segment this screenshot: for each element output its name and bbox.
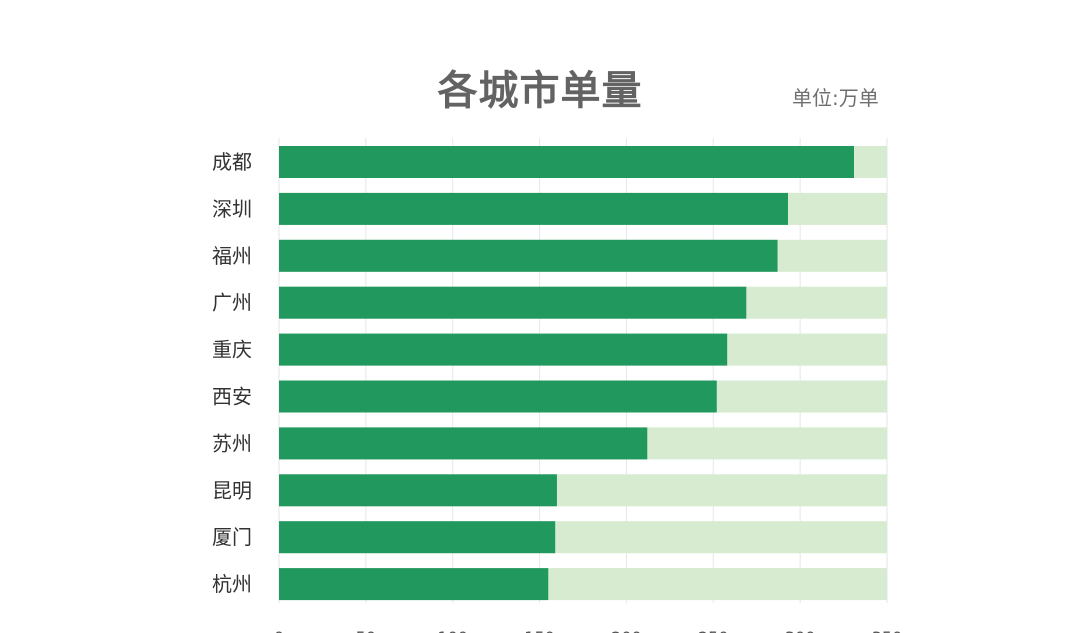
bar (279, 568, 549, 601)
category-label: 西安 (212, 385, 252, 409)
x-tick-label: 0 (274, 628, 284, 633)
bar (279, 239, 778, 272)
bar (279, 192, 788, 225)
category-label: 成都 (212, 150, 252, 174)
bar (279, 380, 717, 413)
x-tick-label: 150 (524, 628, 555, 633)
x-tick-label: 100 (437, 628, 468, 633)
bar (279, 333, 728, 366)
x-tick-label: 50 (356, 628, 376, 633)
category-label: 重庆 (212, 338, 252, 362)
category-label: 深圳 (212, 197, 252, 221)
bar (279, 521, 556, 554)
chart-title: 各城市单量 (437, 68, 643, 114)
category-label: 苏州 (212, 431, 252, 455)
category-label: 杭州 (212, 572, 252, 596)
bar (279, 146, 854, 178)
x-tick-label: 200 (611, 628, 642, 633)
bar (279, 427, 648, 460)
x-tick-label: 300 (785, 628, 816, 633)
unit-label: 单位:万单 (792, 86, 879, 110)
x-tick-label: 350 (872, 628, 903, 633)
bar (279, 286, 747, 319)
category-label: 广州 (212, 291, 252, 315)
x-tick-label: 250 (698, 628, 729, 633)
category-label: 昆明 (212, 478, 252, 502)
bar (279, 474, 557, 507)
category-label: 福州 (212, 244, 252, 268)
category-label: 厦门 (212, 525, 252, 549)
